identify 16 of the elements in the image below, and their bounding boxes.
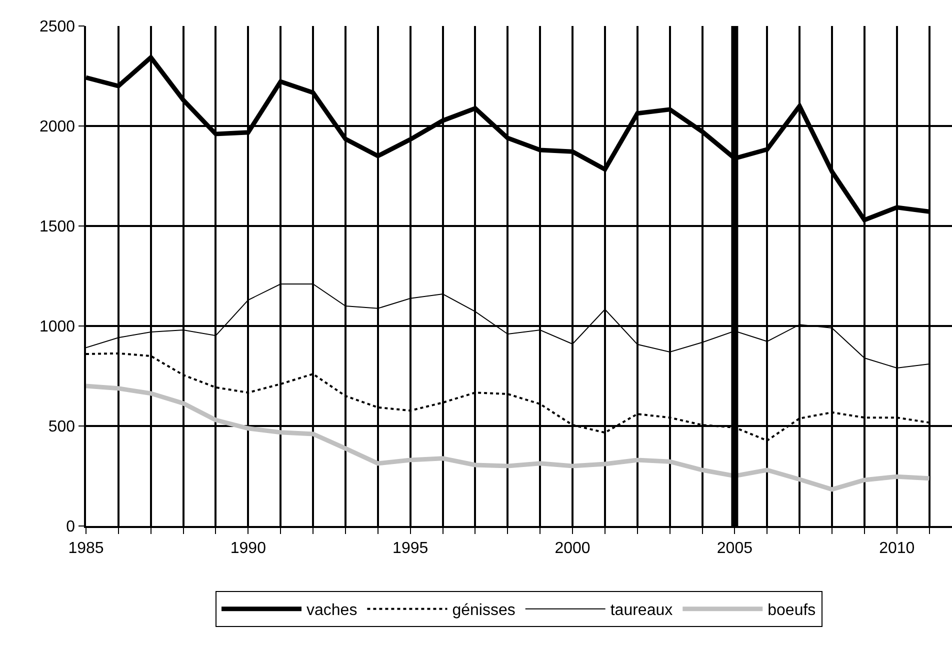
legend-label: boeufs <box>768 602 816 620</box>
y-tick-label: 2500 <box>39 18 76 36</box>
x-tick-label: 1990 <box>230 540 266 557</box>
y-tick-label: 0 <box>66 518 76 536</box>
y-tick-label: 1500 <box>39 218 76 236</box>
y-tick-label: 2000 <box>39 118 76 136</box>
x-tick-label: 2000 <box>554 540 590 557</box>
x-tick-label: 1995 <box>392 540 428 557</box>
legend-label: taureaux <box>610 602 673 620</box>
x-tick-label: 2010 <box>879 540 915 557</box>
x-tick-label: 1985 <box>68 540 104 557</box>
legend-label: génisses <box>452 602 516 620</box>
legend-label: vaches <box>306 602 358 620</box>
y-tick-label: 1000 <box>39 318 76 336</box>
x-tick-label: 2005 <box>716 540 753 557</box>
y-tick-label: 500 <box>48 418 76 436</box>
